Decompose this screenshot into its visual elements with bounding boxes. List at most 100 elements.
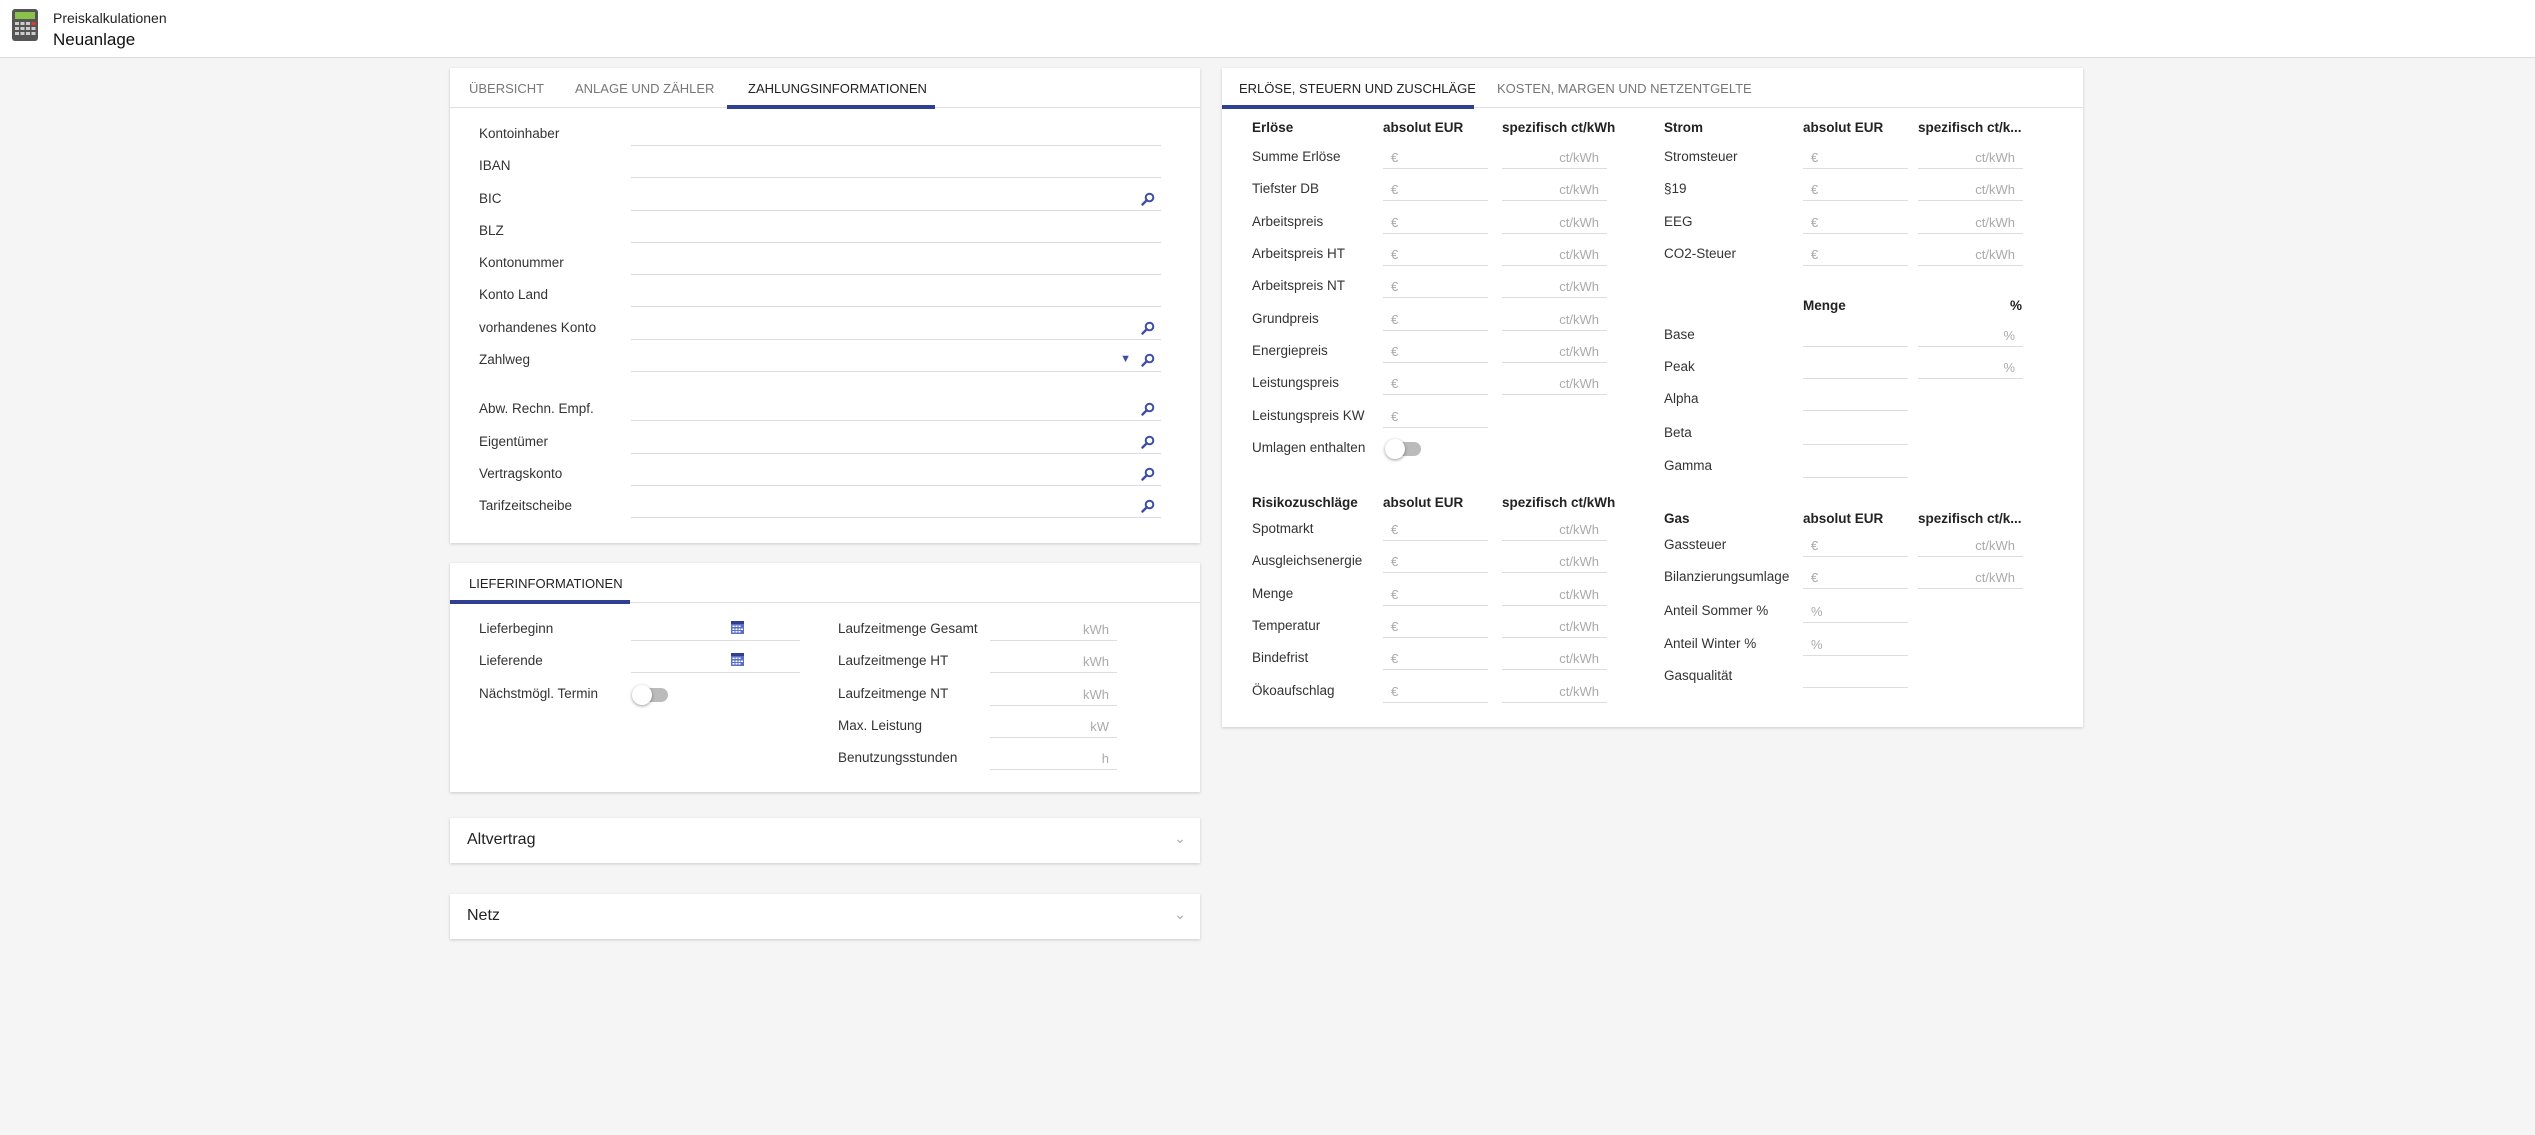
arbeitspreis-nt-absolute-input[interactable]: € [1383, 276, 1488, 298]
arbeitspreis-absolute-input[interactable]: € [1383, 212, 1488, 234]
laufzeitmenge-ht-input[interactable]: kWh [990, 651, 1117, 673]
column-header: spezifisch ct/kWh [1502, 495, 1616, 510]
lieferende-date-input[interactable] [631, 651, 800, 673]
base-absolute-input[interactable] [1803, 325, 1908, 347]
energiepreis-absolute-input[interactable]: € [1383, 341, 1488, 363]
co2-steuer-absolute-input[interactable]: € [1803, 244, 1908, 266]
summe-erloese-specific-input[interactable]: ct/kWh [1502, 147, 1607, 169]
field-label: Alpha [1664, 391, 1699, 406]
tab-anlage-und-zaehler[interactable]: ANLAGE UND ZÄHLER [575, 81, 715, 96]
arbeitspreis-specific-input[interactable]: ct/kWh [1502, 212, 1607, 234]
bindefrist-specific-input[interactable]: ct/kWh [1502, 648, 1607, 670]
19-specific-input[interactable]: ct/kWh [1918, 179, 2023, 201]
temperatur-absolute-input[interactable]: € [1383, 616, 1488, 638]
tab-kosten-margen-netzentgelte[interactable]: KOSTEN, MARGEN UND NETZENTGELTE [1497, 81, 1752, 96]
peak-absolute-input[interactable] [1803, 357, 1908, 379]
leistungspreis-absolute-input[interactable]: € [1383, 373, 1488, 395]
konto-land-input[interactable] [631, 285, 1161, 307]
spotmarkt-specific-input[interactable]: ct/kWh [1502, 519, 1607, 541]
tab-uebersicht[interactable]: ÜBERSICHT [469, 81, 545, 96]
menge-absolute-input[interactable]: € [1383, 584, 1488, 606]
summe-erloese-absolute-input[interactable]: € [1383, 147, 1488, 169]
grundpreis-specific-input[interactable]: ct/kWh [1502, 309, 1607, 331]
field-label: Ausgleichsenergie [1252, 553, 1363, 568]
dropdown-arrow-icon[interactable]: ▼ [1120, 353, 1131, 365]
leistungspreis-specific-input[interactable]: ct/kWh [1502, 373, 1607, 395]
19-absolute-input[interactable]: € [1803, 179, 1908, 201]
tiefster-db-absolute-input[interactable]: € [1383, 179, 1488, 201]
stromsteuer-absolute-input[interactable]: € [1803, 147, 1908, 169]
field-label: EEG [1664, 214, 1693, 229]
naechstmoegl-termin-toggle[interactable] [632, 685, 668, 705]
accordion-altvertrag[interactable]: Altvertrag ⌄ [450, 818, 1200, 863]
search-icon[interactable] [1141, 402, 1155, 420]
eeg-absolute-input[interactable]: € [1803, 212, 1908, 234]
tarifzeitscheibe-input[interactable] [631, 496, 1161, 518]
anteil-sommer-absolute-input[interactable]: % [1803, 601, 1908, 623]
page-title: Neuanlage [53, 30, 136, 49]
base-specific-input[interactable]: % [1918, 325, 2023, 347]
laufzeitmenge-gesamt-input[interactable]: kWh [990, 619, 1117, 641]
gassteuer-specific-input[interactable]: ct/kWh [1918, 535, 2023, 557]
kontonummer-input[interactable] [631, 253, 1161, 275]
eigentuemer-input[interactable] [631, 432, 1161, 454]
bilanzierungsumlage-specific-input[interactable]: ct/kWh [1918, 567, 2023, 589]
search-icon[interactable] [1141, 435, 1155, 453]
laufzeitmenge-nt-input[interactable]: kWh [990, 684, 1117, 706]
alpha-absolute-input[interactable] [1803, 389, 1908, 411]
bindefrist-absolute-input[interactable]: € [1383, 648, 1488, 670]
search-icon[interactable] [1141, 467, 1155, 485]
eeg-specific-input[interactable]: ct/kWh [1918, 212, 2023, 234]
energiepreis-specific-input[interactable]: ct/kWh [1502, 341, 1607, 363]
field-label: CO2-Steuer [1664, 246, 1737, 261]
oekoaufschlag-absolute-input[interactable]: € [1383, 681, 1488, 703]
tiefster-db-specific-input[interactable]: ct/kWh [1502, 179, 1607, 201]
arbeitspreis-ht-absolute-input[interactable]: € [1383, 244, 1488, 266]
calendar-icon[interactable] [731, 620, 744, 638]
gassteuer-absolute-input[interactable]: € [1803, 535, 1908, 557]
oekoaufschlag-specific-input[interactable]: ct/kWh [1502, 681, 1607, 703]
lieferbeginn-date-input[interactable] [631, 619, 800, 641]
vorhandenes-konto-input[interactable] [631, 318, 1161, 340]
max-leistung-input[interactable]: kW [990, 716, 1117, 738]
vertragskonto-input[interactable] [631, 464, 1161, 486]
beta-absolute-input[interactable] [1803, 423, 1908, 445]
ausgleichsenergie-specific-input[interactable]: ct/kWh [1502, 551, 1607, 573]
search-icon[interactable] [1141, 192, 1155, 210]
tab-zahlungsinformationen[interactable]: ZAHLUNGSINFORMATIONEN [748, 81, 927, 96]
accordion-netz[interactable]: Netz ⌄ [450, 894, 1200, 939]
zahlweg-input[interactable]: ▼ [631, 350, 1161, 372]
co2-steuer-specific-input[interactable]: ct/kWh [1918, 244, 2023, 266]
spotmarkt-absolute-input[interactable]: € [1383, 519, 1488, 541]
arbeitspreis-ht-specific-input[interactable]: ct/kWh [1502, 244, 1607, 266]
peak-specific-input[interactable]: % [1918, 357, 2023, 379]
bic-input[interactable] [631, 189, 1161, 211]
stromsteuer-specific-input[interactable]: ct/kWh [1918, 147, 2023, 169]
blz-input[interactable] [631, 221, 1161, 243]
search-icon[interactable] [1141, 321, 1155, 339]
ausgleichsenergie-absolute-input[interactable]: € [1383, 551, 1488, 573]
grundpreis-absolute-input[interactable]: € [1383, 309, 1488, 331]
gasqualitaet-absolute-input[interactable] [1803, 666, 1908, 688]
benutzungsstunden-input[interactable]: h [990, 748, 1117, 770]
anteil-winter-absolute-input[interactable]: % [1803, 634, 1908, 656]
tab-erloese-steuern-zuschlaege[interactable]: ERLÖSE, STEUERN UND ZUSCHLÄGE [1239, 81, 1476, 96]
kontoinhaber-input[interactable] [631, 124, 1161, 146]
abw-rechn-empf-input[interactable] [631, 399, 1161, 421]
field-label: Bindefrist [1252, 650, 1309, 665]
temperatur-specific-input[interactable]: ct/kWh [1502, 616, 1607, 638]
umlagen-enthalten-toggle[interactable] [1385, 439, 1421, 459]
search-icon[interactable] [1141, 353, 1155, 371]
iban-input[interactable] [631, 156, 1161, 178]
gamma-absolute-input[interactable] [1803, 456, 1908, 478]
arbeitspreis-nt-specific-input[interactable]: ct/kWh [1502, 276, 1607, 298]
column-header: spezifisch ct/k... [1918, 120, 2022, 135]
search-icon[interactable] [1141, 499, 1155, 517]
calendar-icon[interactable] [731, 652, 744, 670]
bilanzierungsumlage-absolute-input[interactable]: € [1803, 567, 1908, 589]
tab-lieferinformationen[interactable]: LIEFERINFORMATIONEN [469, 576, 623, 591]
field-label: Peak [1664, 359, 1695, 374]
accordion-title: Netz [467, 907, 500, 924]
leistungspreis-kw-absolute-input[interactable]: € [1383, 406, 1488, 428]
menge-specific-input[interactable]: ct/kWh [1502, 584, 1607, 606]
